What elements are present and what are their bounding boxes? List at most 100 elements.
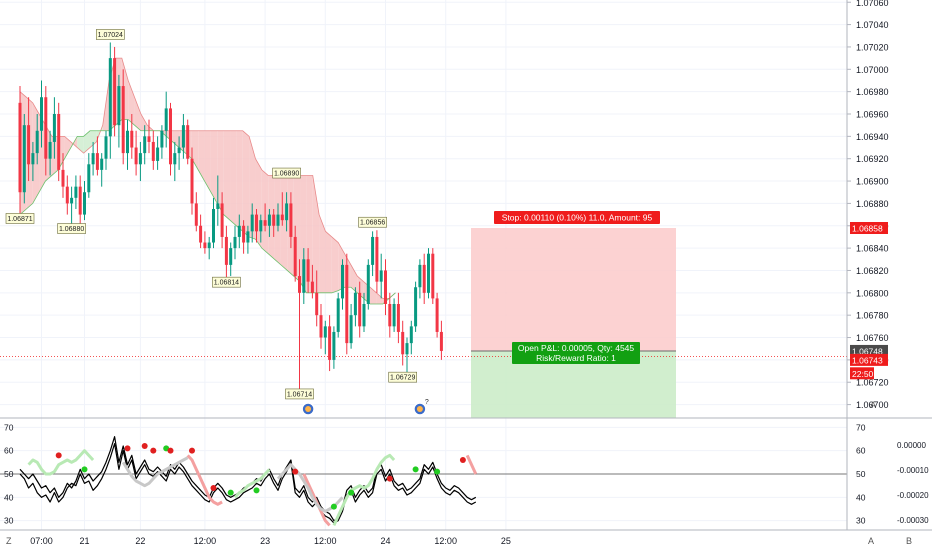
- price-tick-label: 1.06960: [856, 110, 889, 120]
- swing-label-box: [57, 223, 86, 234]
- candle-body: [384, 270, 387, 304]
- price-tick-label: 1.07040: [856, 20, 889, 30]
- candle-body: [396, 304, 400, 332]
- oscillator-signal-dot: [189, 447, 195, 454]
- oscillator-signal-dot: [210, 485, 217, 491]
- oscillator-grid: [0, 426, 847, 522]
- candle-body: [27, 125, 31, 165]
- candle-body: [95, 153, 99, 170]
- oscillator-signal-dot: [330, 503, 337, 510]
- candle-body: [298, 276, 301, 293]
- oscillator-right-tick-label: 60: [856, 446, 866, 456]
- candle-body: [319, 315, 323, 338]
- event-flag-icon[interactable]: ?: [413, 399, 429, 416]
- swing-label-text: 1.06729: [390, 375, 415, 382]
- price-tick-label: 1.06800: [856, 288, 889, 298]
- candle-body: [332, 331, 336, 360]
- candle-body: [293, 236, 297, 277]
- candle-body: [104, 136, 108, 159]
- oscillator-signal-dot: [150, 447, 157, 454]
- time-tick-label: 25: [501, 536, 511, 546]
- candle-body: [212, 209, 215, 243]
- time-tick-label: 22: [135, 536, 145, 546]
- candle-body: [345, 264, 349, 344]
- event-flags[interactable]: ?: [301, 399, 429, 416]
- price-axis-badge-text: 22:50: [852, 369, 874, 379]
- candle-body: [323, 326, 327, 338]
- candle-body: [250, 214, 254, 232]
- candle-body: [362, 304, 366, 327]
- oscillator-pane[interactable]: [0, 426, 847, 527]
- swing-label-text: 1.06890: [274, 171, 299, 178]
- candle-body: [48, 141, 52, 159]
- candle-body: [422, 264, 426, 293]
- candle-body: [255, 214, 258, 232]
- candle-body: [44, 97, 48, 159]
- candle-body: [242, 225, 246, 243]
- candle-body: [388, 304, 392, 327]
- swing-label-box: [5, 213, 35, 224]
- time-tick-label: 12:00: [434, 536, 457, 546]
- candle-body: [207, 242, 211, 249]
- oscillator-left-tick-label: 60: [4, 446, 14, 456]
- long-position-tool[interactable]: [0, 228, 847, 418]
- swing-label-text: 1.06880: [59, 226, 84, 233]
- candle-body: [435, 298, 439, 332]
- price-tick-label: 1.07020: [856, 42, 889, 52]
- corner-z-label[interactable]: Z: [6, 536, 12, 546]
- cloud-segment: [236, 130, 243, 232]
- price-axis-badge-text: 1.06748: [852, 346, 883, 356]
- time-tick-label: 07:00: [30, 536, 53, 546]
- oscillator-secondary-tick-label: -0.00010: [897, 466, 929, 475]
- oscillator-left-tick-label: 70: [4, 422, 14, 432]
- candle-body: [52, 114, 56, 142]
- time-tick-label: 12:00: [194, 536, 217, 546]
- risk-reward-label-text: Risk/Reward Ratio: 1: [536, 353, 616, 363]
- oscillator-signal-dot: [81, 466, 88, 473]
- candle-body: [263, 220, 267, 226]
- candle-body: [22, 125, 26, 193]
- candle-body: [259, 220, 263, 232]
- swing-label-box: [212, 276, 241, 288]
- cloud-segment: [242, 130, 250, 237]
- price-tick-label: 1.07000: [856, 65, 889, 75]
- candle-body: [203, 242, 207, 249]
- cloud-segment: [249, 136, 256, 240]
- candle-body: [289, 203, 293, 237]
- cloud-span-a: [19, 57, 396, 299]
- candle-body: [74, 186, 78, 198]
- oscillator-right-tick-label: 70: [856, 422, 866, 432]
- candle-body: [134, 147, 138, 165]
- price-tick-label: 1.06700: [856, 400, 889, 410]
- oscillator-right-tick-label: 40: [856, 492, 866, 502]
- cloud-segment: [128, 80, 135, 126]
- candle-body: [392, 304, 396, 327]
- position-labels: Stop: 0.00110 (0.10%) 11.0, Amount: 95 Op…: [494, 211, 660, 364]
- cloud-segment: [230, 130, 237, 226]
- oscillator-signal-dot: [386, 475, 393, 482]
- stop-label-text: Stop: 0.00110 (0.10%) 11.0, Amount: 95: [502, 213, 653, 223]
- candle-body: [186, 125, 190, 159]
- price-pane[interactable]: 1.07024 1.06880 1.06871 1.06814 1.06890 1.067…: [0, 0, 847, 530]
- time-tick-label: 21: [79, 536, 89, 546]
- candle-body: [91, 153, 95, 165]
- candle-body: [220, 203, 224, 237]
- axis-b-button[interactable]: B: [906, 536, 912, 546]
- oscillator-signal-dot: [292, 468, 299, 475]
- candle-body: [375, 236, 379, 282]
- cloud-segment: [350, 264, 358, 293]
- oscillator-series-line: [27, 449, 396, 526]
- candle-body: [18, 102, 22, 193]
- time-tick-label: 23: [260, 536, 270, 546]
- price-axis-badge-text: 1.06743: [852, 355, 883, 365]
- price-tick-label: 1.06760: [856, 333, 889, 343]
- candle-body: [229, 248, 233, 265]
- candle-body: [353, 292, 357, 316]
- pnl-label-text: Open P&L: 0.00005, Qty: 4545: [518, 343, 635, 353]
- cloud-segment: [223, 130, 231, 221]
- event-flag-icon[interactable]: [301, 402, 315, 416]
- oscillator-signal-dot: [459, 457, 466, 463]
- axis-auto-button[interactable]: A: [868, 536, 874, 546]
